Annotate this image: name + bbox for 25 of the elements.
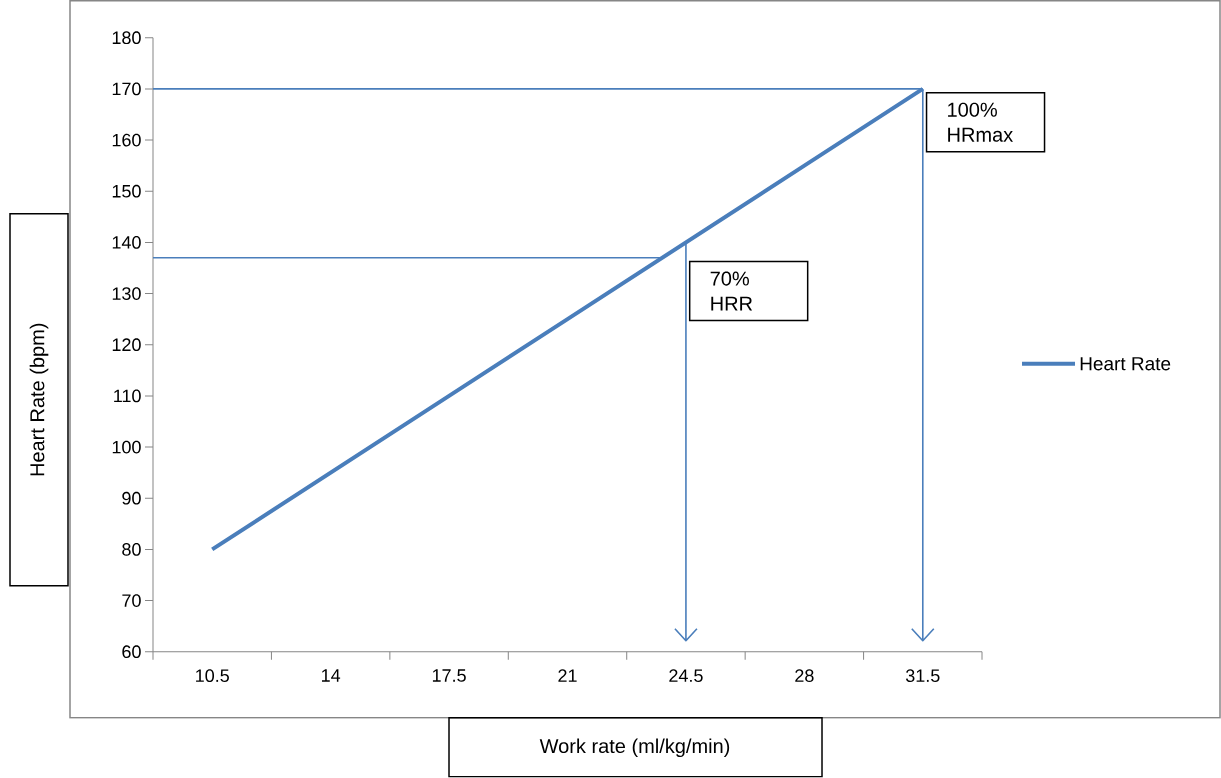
y-axis-title: Heart Rate (bpm) <box>29 324 49 476</box>
y-tick-label: 110 <box>114 389 141 403</box>
y-tick-label: 90 <box>122 492 141 505</box>
legend-label: Heart Rate <box>1080 357 1171 371</box>
x-tick-label: 28 <box>795 669 814 683</box>
y-tick-label: 180 <box>112 31 141 45</box>
x-tick-label: 10.5 <box>196 669 229 683</box>
y-tick-label: 160 <box>112 133 141 147</box>
x-tick-label: 17.5 <box>432 669 466 683</box>
x-tick-label: 31.5 <box>905 669 940 683</box>
annotation: 70% HRR <box>710 271 753 311</box>
y-tick-label: 150 <box>112 185 141 198</box>
y-tick-label: 130 <box>112 287 141 301</box>
x-tick-label: 14 <box>322 669 341 682</box>
x-tick-label: 21 <box>558 669 577 683</box>
y-tick-label: 80 <box>122 543 141 557</box>
y-tick-label: 170 <box>112 82 141 96</box>
y-tick-label: 100 <box>112 440 141 454</box>
annotation: 100% HRmax <box>948 102 1013 143</box>
x-tick-label: 24.5 <box>669 669 703 683</box>
y-tick-label: 60 <box>122 645 141 659</box>
y-tick-label: 70 <box>122 594 141 608</box>
x-axis-title: Work rate (ml/kg/min) <box>539 738 730 758</box>
y-tick-label: 120 <box>112 338 141 352</box>
y-tick-label: 140 <box>112 236 141 250</box>
